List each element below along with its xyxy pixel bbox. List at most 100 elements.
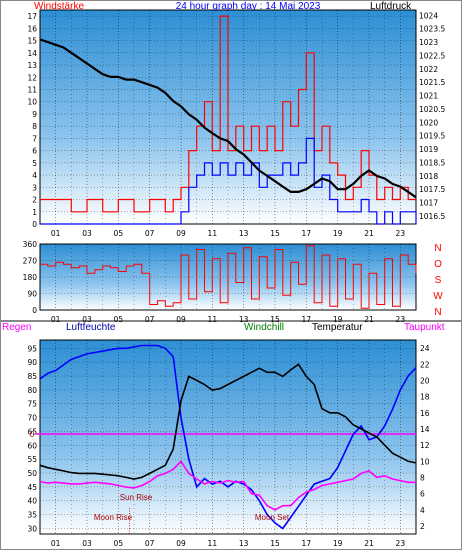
x-tick-label: 03 bbox=[82, 539, 92, 548]
y-left-tick: 360 bbox=[23, 240, 38, 249]
y-left-tick: 35 bbox=[27, 511, 37, 520]
y-right-tick: 1023.5 bbox=[419, 25, 445, 34]
x-tick-label: 03 bbox=[82, 315, 92, 324]
x-tick-label: 23 bbox=[396, 539, 406, 548]
legend-regen: Regen bbox=[2, 322, 31, 333]
y-left-tick: 5 bbox=[32, 159, 37, 168]
y-left-tick: 30 bbox=[27, 524, 37, 533]
x-tick-label: 07 bbox=[145, 539, 155, 548]
y-left-tick: 7 bbox=[32, 134, 37, 143]
y-left-tick: 55 bbox=[27, 455, 37, 464]
rain-axis-label: 0 bbox=[30, 430, 35, 439]
y-left-tick: 95 bbox=[27, 344, 37, 353]
y-right-tick: 1021.5 bbox=[419, 78, 445, 87]
x-tick-label: 15 bbox=[270, 315, 280, 324]
x-tick-label: 09 bbox=[176, 539, 186, 548]
y-right-tick: 1017.5 bbox=[419, 185, 445, 194]
x-tick-label: 09 bbox=[176, 229, 186, 238]
y-right-tick: 1020 bbox=[419, 118, 438, 127]
series-luftfeuchte bbox=[39, 344, 417, 530]
chart-title: 24 hour graph day : 14 Mai 2023 bbox=[176, 1, 321, 12]
x-tick-label: 19 bbox=[333, 539, 343, 548]
x-tick-label: 03 bbox=[82, 229, 92, 238]
y-left-tick: 2 bbox=[32, 196, 37, 205]
y-right-tick: 22 bbox=[420, 360, 430, 369]
y-left-tick: 12 bbox=[27, 73, 37, 82]
wind-right-label: Luftdruck bbox=[370, 1, 412, 12]
y-left-tick: 10 bbox=[27, 98, 37, 107]
y-right-tick: 1024 bbox=[419, 11, 438, 20]
y-right-tick: 1019.5 bbox=[419, 132, 445, 141]
annotation-moon-rise: Moon Rise bbox=[94, 513, 133, 522]
y-left-tick: 40 bbox=[27, 497, 37, 506]
wind-left-label: Windstärke bbox=[34, 1, 84, 12]
y-left-tick: 45 bbox=[27, 483, 37, 492]
y-right-tick: 1018.5 bbox=[419, 158, 445, 167]
y-left-tick: 70 bbox=[27, 414, 37, 423]
x-tick-label: 17 bbox=[302, 229, 312, 238]
legend-luftfeuchte: Luftfeuchte bbox=[66, 322, 116, 333]
x-tick-label: 23 bbox=[396, 315, 406, 324]
compass-label: W bbox=[433, 291, 443, 302]
x-tick-label: 19 bbox=[333, 229, 343, 238]
compass-label: O bbox=[434, 259, 442, 270]
y-left-tick: 90 bbox=[27, 358, 37, 367]
x-tick-label: 01 bbox=[51, 539, 61, 548]
y-right-tick: 16 bbox=[420, 409, 430, 418]
y-left-tick: 85 bbox=[27, 372, 37, 381]
y-left-tick: 9 bbox=[32, 110, 37, 119]
y-left-tick: 8 bbox=[32, 122, 37, 131]
y-left-tick: 17 bbox=[27, 12, 37, 21]
compass-label: N bbox=[434, 307, 441, 318]
y-left-tick: 60 bbox=[27, 441, 37, 450]
x-tick-label: 11 bbox=[208, 539, 218, 548]
y-right-tick: 24 bbox=[420, 344, 430, 353]
series-temperatur bbox=[39, 363, 417, 480]
y-right-tick: 1022.5 bbox=[419, 51, 445, 60]
y-right-tick: 1021 bbox=[419, 92, 438, 101]
y-left-tick: 11 bbox=[27, 85, 37, 94]
series-layer bbox=[36, 15, 417, 534]
y-left-tick: 3 bbox=[32, 183, 37, 192]
x-tick-label: 21 bbox=[364, 229, 374, 238]
x-tick-label: 01 bbox=[51, 229, 61, 238]
y-left-tick: 4 bbox=[32, 171, 37, 180]
x-tick-label: 19 bbox=[333, 315, 343, 324]
y-left-tick: 15 bbox=[27, 37, 37, 46]
series-luftdruck bbox=[39, 38, 417, 199]
y-left-tick: 6 bbox=[32, 147, 37, 156]
y-left-tick: 65 bbox=[27, 427, 37, 436]
y-left-tick: 13 bbox=[27, 61, 37, 70]
y-left-tick: 50 bbox=[27, 469, 37, 478]
legend-windchill: Windchill bbox=[244, 322, 284, 333]
compass-label: N bbox=[434, 243, 441, 254]
y-right-tick: 10 bbox=[420, 457, 430, 466]
y-right-tick: 20 bbox=[420, 376, 430, 385]
x-tick-label: 15 bbox=[270, 539, 280, 548]
y-left-tick: 90 bbox=[27, 290, 37, 299]
series-windboeen bbox=[40, 15, 416, 213]
x-tick-label: 05 bbox=[114, 539, 124, 548]
x-tick-label: 11 bbox=[208, 315, 218, 324]
x-tick-label: 15 bbox=[270, 229, 280, 238]
y-left-tick: 0 bbox=[32, 306, 37, 315]
y-right-tick: 1018 bbox=[419, 172, 438, 181]
x-tick-label: 13 bbox=[239, 229, 249, 238]
x-tick-label: 01 bbox=[51, 315, 61, 324]
x-tick-label: 11 bbox=[208, 229, 218, 238]
x-tick-label: 05 bbox=[114, 229, 124, 238]
y-right-tick: 14 bbox=[420, 425, 430, 434]
y-right-tick: 8 bbox=[420, 473, 425, 482]
y-right-tick: 1020.5 bbox=[419, 105, 445, 114]
legend-taupunkt: Taupunkt bbox=[404, 322, 445, 333]
x-tick-label: 05 bbox=[114, 315, 124, 324]
annotation-sun-rise: Sun Rise bbox=[120, 493, 153, 502]
series-windrichtung bbox=[40, 245, 417, 309]
y-right-tick: 6 bbox=[420, 490, 425, 499]
y-right-tick: 12 bbox=[420, 441, 430, 450]
x-tick-label: 13 bbox=[239, 539, 249, 548]
y-right-tick: 1017 bbox=[419, 199, 438, 208]
y-left-tick: 270 bbox=[23, 257, 38, 266]
x-tick-label: 13 bbox=[239, 315, 249, 324]
